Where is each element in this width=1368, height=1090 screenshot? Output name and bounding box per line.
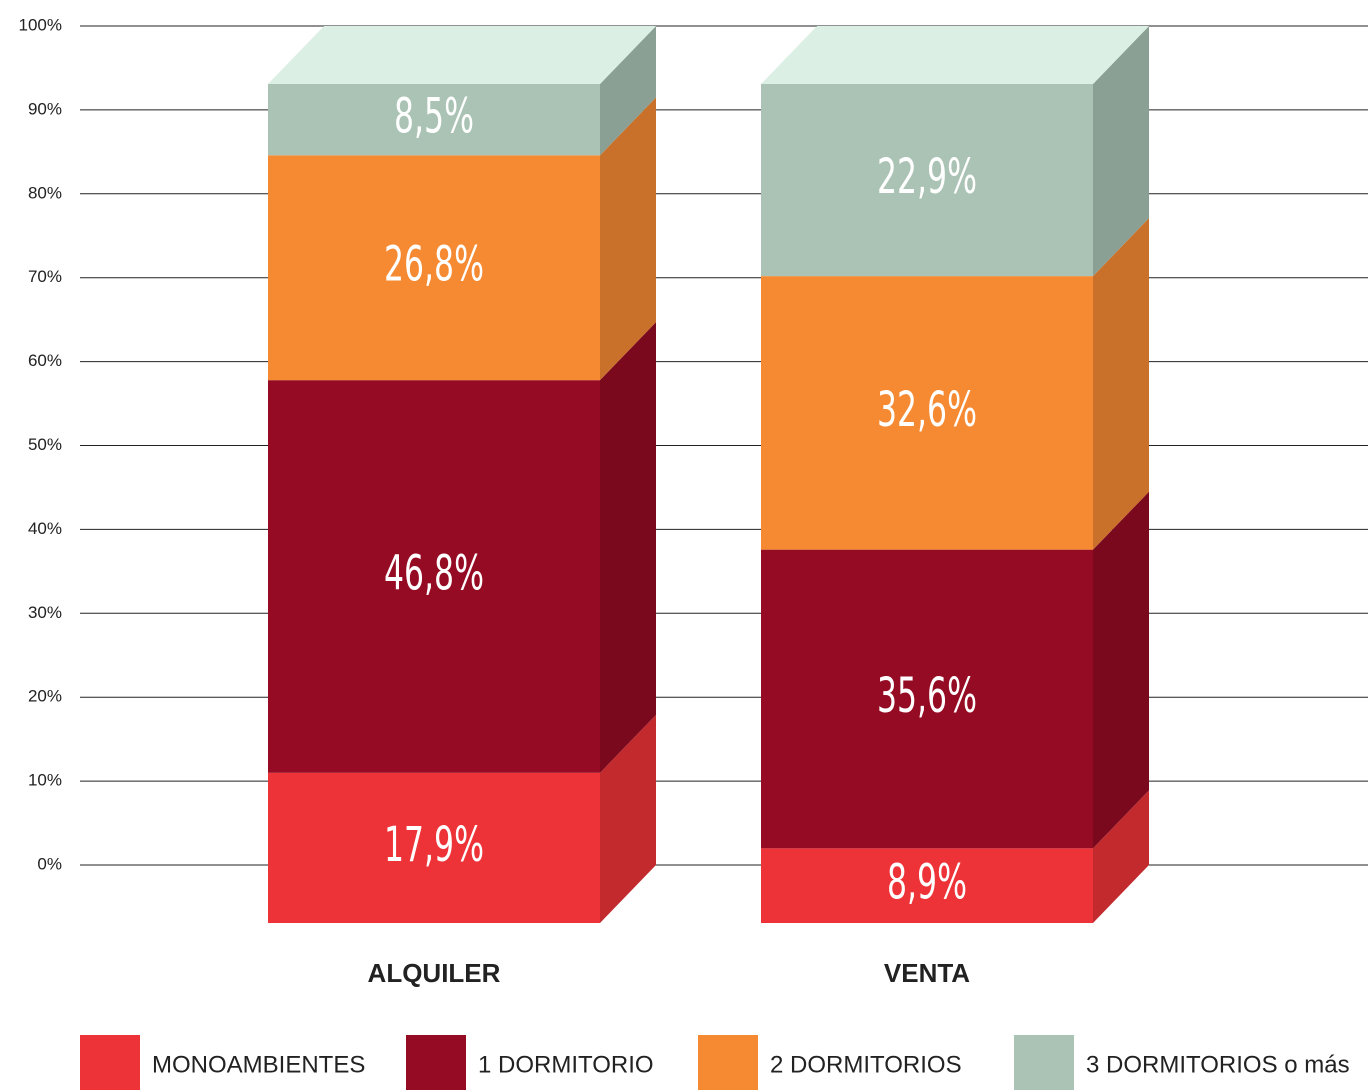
value-label: 46,8%: [384, 545, 484, 601]
legend-swatch: [698, 1035, 758, 1090]
y-tick-label: 90%: [28, 99, 62, 118]
bar-side: [600, 322, 656, 773]
bar-top: [268, 26, 656, 84]
legend-label: MONOAMBIENTES: [152, 1051, 365, 1078]
bar: [268, 772, 600, 923]
legend-label: 2 DORMITORIOS: [770, 1051, 962, 1078]
value-label: 8,9%: [887, 855, 967, 911]
y-tick-label: 0%: [37, 854, 62, 873]
legend-swatch: [1014, 1035, 1074, 1090]
bar-side: [600, 714, 656, 923]
x-tick-label: VENTA: [884, 958, 970, 988]
y-tick-label: 40%: [28, 519, 62, 538]
bar-side: [600, 26, 656, 156]
bar-side: [1093, 26, 1149, 277]
bar-side: [1093, 790, 1149, 923]
value-label: 17,9%: [384, 817, 484, 873]
y-tick-label: 80%: [28, 183, 62, 202]
bar-side: [1093, 491, 1149, 849]
bar: [268, 155, 600, 381]
y-tick-label: 10%: [28, 771, 62, 790]
bar: [761, 84, 1093, 277]
y-tick-label: 70%: [28, 267, 62, 286]
bar: [761, 549, 1093, 849]
bar: [268, 84, 600, 156]
y-tick-label: 50%: [28, 435, 62, 454]
bar-top: [761, 26, 1149, 84]
value-label: 35,6%: [877, 668, 977, 724]
legend-label: 3 DORMITORIOS o más: [1086, 1051, 1350, 1078]
legend-swatch: [406, 1035, 466, 1090]
bar-side: [600, 97, 656, 381]
legend-swatch: [80, 1035, 140, 1090]
legend-label: 1 DORMITORIO: [478, 1051, 654, 1078]
bar: [268, 380, 600, 773]
bar: [761, 276, 1093, 550]
y-tick-label: 60%: [28, 351, 62, 370]
value-label: 22,9%: [877, 149, 977, 205]
value-label: 8,5%: [394, 89, 474, 145]
y-tick-label: 100%: [19, 15, 62, 34]
value-label: 32,6%: [877, 382, 977, 438]
bar: [761, 848, 1093, 923]
value-label: 26,8%: [384, 237, 484, 293]
x-tick-label: ALQUILER: [368, 958, 501, 988]
bar-side: [1093, 218, 1149, 550]
y-tick-label: 20%: [28, 687, 62, 706]
y-tick-label: 30%: [28, 603, 62, 622]
